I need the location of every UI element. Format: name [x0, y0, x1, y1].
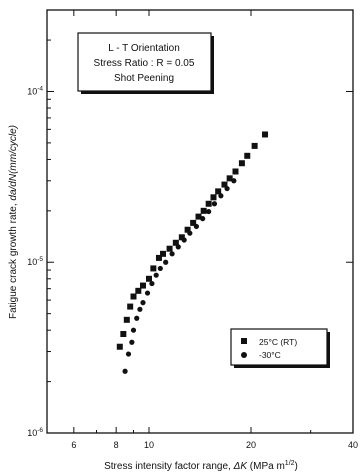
data-point-minus-30c: [206, 208, 212, 215]
data-point-minus-30c: [224, 185, 230, 192]
data-point-25c: [215, 188, 222, 195]
x-axis-ticks: 6 8 10 20 40: [71, 10, 358, 450]
data-point-minus-30c: [211, 201, 218, 207]
series-minus-30c: [122, 178, 237, 374]
x-axis-title: Stress intensity factor range, ΔK (MPa m…: [104, 460, 298, 472]
data-point-25c: [160, 250, 167, 257]
x-tick-label: 40: [348, 440, 358, 450]
data-point-minus-30c: [218, 193, 224, 199]
x-tick-label: 10: [144, 440, 154, 450]
data-point-minus-30c: [153, 272, 159, 278]
data-point-minus-30c: [129, 339, 135, 345]
data-point-minus-30c: [231, 178, 237, 184]
legend-box-frame: [230, 328, 328, 366]
x-tick-label: 8: [114, 440, 119, 450]
y-axis-title: Fatigue crack growth rate, da/dN(mm/cycl…: [8, 125, 19, 319]
data-point-25c: [130, 293, 137, 300]
data-point-25c: [166, 245, 173, 252]
data-point-minus-30c: [122, 368, 128, 374]
data-point-minus-30c: [125, 351, 132, 357]
data-point-minus-30c: [193, 223, 199, 230]
data-point-25c: [172, 239, 179, 246]
data-point-minus-30c: [137, 306, 143, 312]
data-point-minus-30c: [200, 216, 206, 222]
y-axis-ticks: 10-4 10-5 10-6: [27, 39, 353, 438]
legend-label-25c: 25°C (RT): [259, 337, 297, 347]
data-point-25c: [244, 152, 251, 159]
data-point-minus-30c: [163, 259, 169, 265]
legend-label-minus-30c: -30°C: [259, 350, 281, 360]
data-point-25c: [150, 265, 157, 272]
data-point-25c: [226, 175, 233, 182]
plot-area-frame: [46, 9, 354, 434]
data-point-minus-30c: [140, 300, 146, 306]
data-point-minus-30c: [169, 251, 175, 257]
annotation-line-stress-ratio: Stress Ratio : R = 0.05: [94, 58, 195, 69]
data-point-25c: [205, 200, 212, 207]
legend-square-marker: [241, 338, 247, 344]
data-point-25c: [146, 275, 152, 282]
data-point-25c: [120, 330, 127, 337]
annotation-box-frame: [77, 32, 212, 92]
data-point-25c: [178, 234, 185, 241]
y-tick-label: 10-5: [27, 256, 43, 267]
data-point-25c: [238, 160, 245, 167]
data-point-25c: [251, 142, 258, 149]
data-point-minus-30c: [187, 230, 193, 236]
data-point-25c: [135, 287, 142, 294]
annotation-box: L - T Orientation Stress Ratio : R = 0.0…: [77, 32, 214, 94]
data-point-25c: [184, 226, 191, 233]
data-point-25c: [262, 131, 269, 138]
data-point-25c: [210, 194, 217, 201]
data-point-25c: [127, 303, 134, 310]
data-point-25c: [190, 219, 197, 226]
data-point-25c: [139, 282, 146, 289]
data-point-25c: [155, 254, 162, 261]
data-point-25c: [116, 343, 123, 350]
y-tick-label: 10-4: [27, 85, 43, 96]
data-point-25c: [200, 207, 207, 214]
data-point-25c: [195, 213, 202, 220]
x-tick-label: 6: [71, 440, 76, 450]
data-point-minus-30c: [134, 315, 140, 321]
data-point-minus-30c: [149, 280, 155, 287]
annotation-line-orientation: L - T Orientation: [108, 43, 180, 54]
legend-circle-marker: [241, 352, 247, 358]
data-point-minus-30c: [130, 327, 137, 333]
data-point-minus-30c: [157, 265, 163, 272]
x-tick-label: 20: [246, 440, 256, 450]
data-point-minus-30c: [144, 290, 151, 296]
data-point-25c: [232, 168, 239, 175]
series-25c-rt: [116, 131, 269, 350]
legend: 25°C (RT) -30°C: [230, 328, 330, 368]
data-point-25c: [221, 181, 228, 188]
y-tick-label: 10-6: [27, 427, 43, 438]
annotation-line-treatment: Shot Peening: [114, 73, 174, 84]
data-point-minus-30c: [175, 244, 181, 250]
data-point-minus-30c: [181, 237, 187, 243]
data-point-25c: [123, 316, 130, 323]
